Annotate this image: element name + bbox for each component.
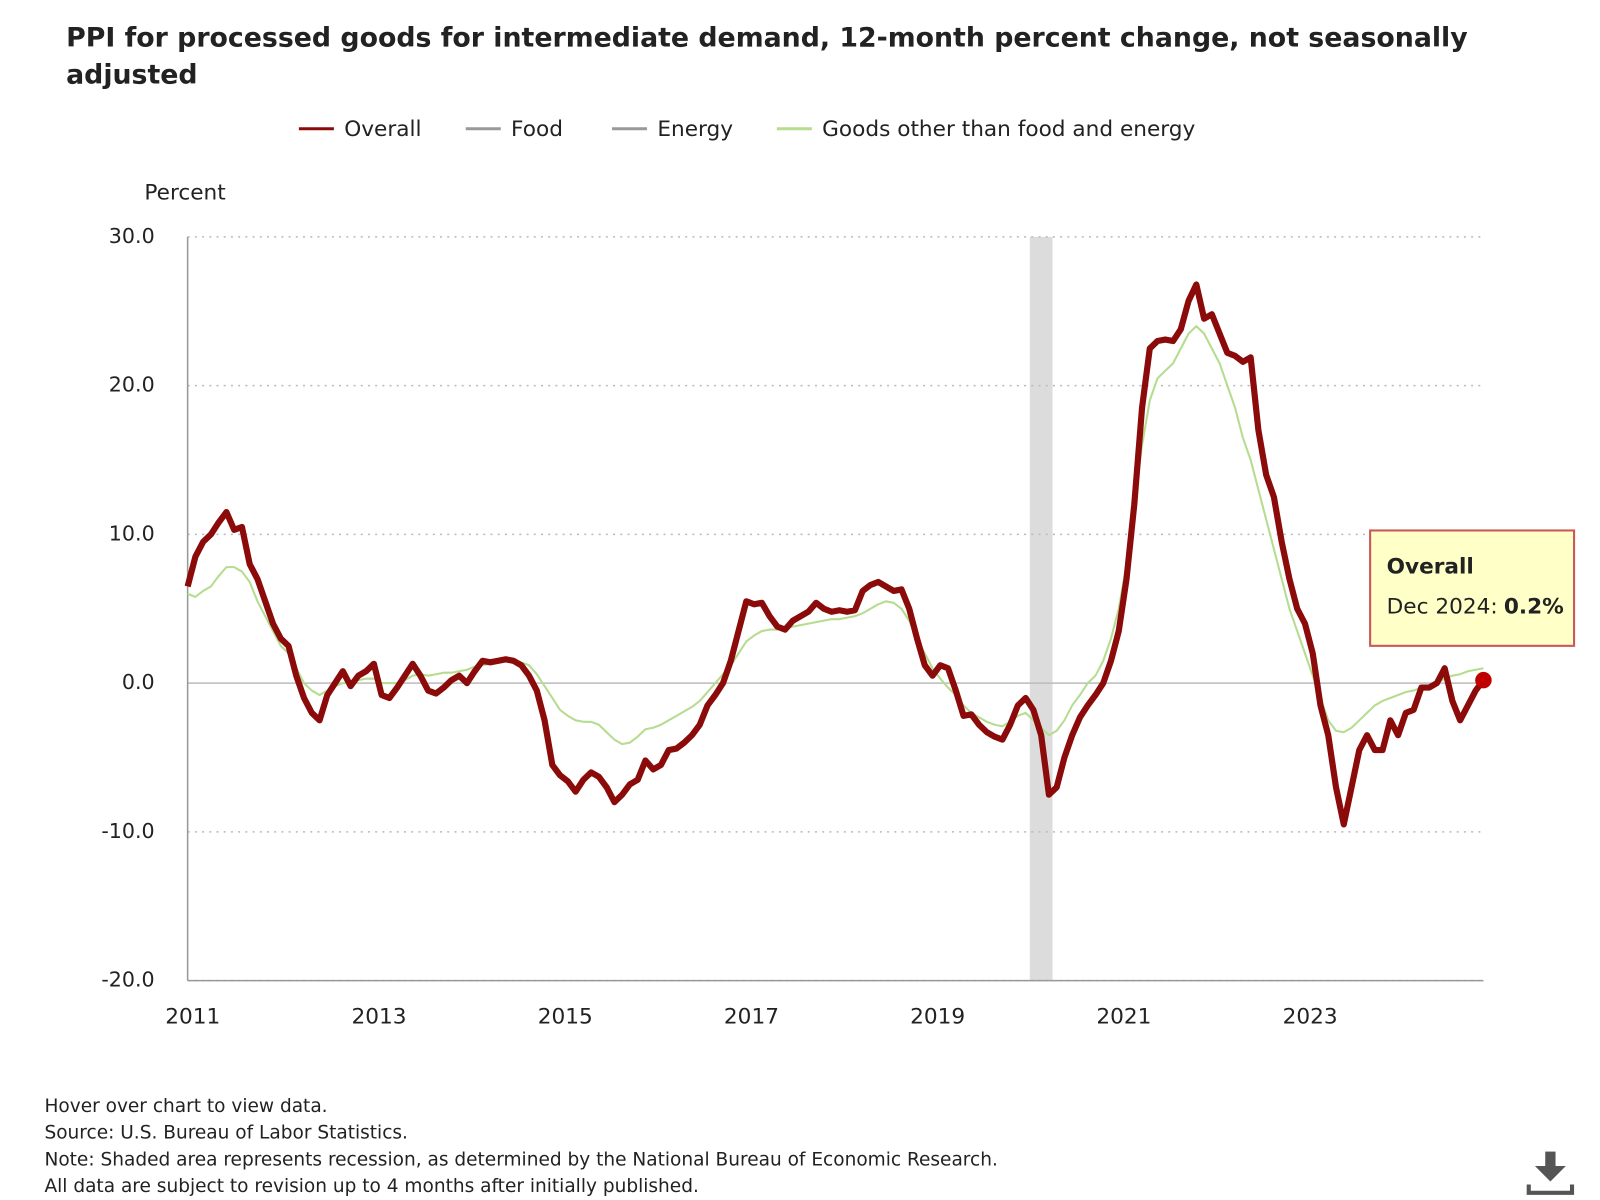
x-tick-label: 2021 [1096, 1005, 1151, 1030]
hover-point [1475, 671, 1492, 689]
tooltip-value: Dec 2024: 0.2% [1387, 595, 1564, 620]
legend-label: Goods other than food and energy [822, 117, 1195, 142]
x-tick-label: 2013 [351, 1005, 406, 1030]
series-line [187, 325, 1484, 746]
legend-label: Overall [344, 117, 421, 142]
footnote: Hover over chart to view data. [44, 1096, 327, 1117]
tooltip-number: 0.2% [1504, 595, 1564, 620]
icon-part[interactable] [1526, 1184, 1575, 1195]
x-tick-label: 2019 [910, 1005, 965, 1030]
legend: Overall Food Energy Goods other than food a… [298, 117, 1196, 142]
y-tick-label: 10.0 [109, 521, 155, 545]
x-tick-label: 2017 [724, 1005, 779, 1030]
tooltip-date: Dec 2024: [1387, 595, 1498, 620]
plot: -20.0 -10.0 0.0 10.0 20.0 30.0 2011 2013 2015 201… [101, 224, 1576, 1030]
icon-part[interactable] [1534, 1166, 1566, 1182]
legend-label: Energy [657, 117, 733, 142]
tooltip: Overall Dec 2024: 0.2% [1369, 529, 1576, 647]
y-tick-label: 30.0 [109, 224, 155, 248]
y-tick-label: 0.0 [122, 670, 155, 694]
chart-title: adjusted [66, 60, 198, 91]
download-icon[interactable] [1526, 1151, 1575, 1195]
x-tick-label: 2023 [1283, 1005, 1338, 1030]
y-tick-label: -20.0 [101, 968, 154, 992]
y-tick-label: 20.0 [109, 373, 155, 397]
tooltip-box [1369, 529, 1576, 647]
y-tick-label: -10.0 [101, 819, 154, 843]
x-tick-label: 2011 [165, 1005, 220, 1030]
recession-band [1029, 236, 1053, 981]
y-axis-label: Percent [144, 181, 225, 206]
footnote: Source: U.S. Bureau of Labor Statistics. [44, 1123, 408, 1144]
series-line [184, 281, 1486, 828]
legend-label: Food [511, 117, 563, 142]
icon-part[interactable] [1545, 1151, 1556, 1169]
footnote: Note: Shaded area represents recession, … [44, 1149, 997, 1170]
footnote: All data are subject to revision up to 4… [44, 1176, 698, 1197]
x-tick-label: 2015 [538, 1005, 593, 1030]
chart-title: PPI for processed goods for intermediate… [66, 23, 1468, 54]
tooltip-series: Overall [1387, 555, 1474, 580]
